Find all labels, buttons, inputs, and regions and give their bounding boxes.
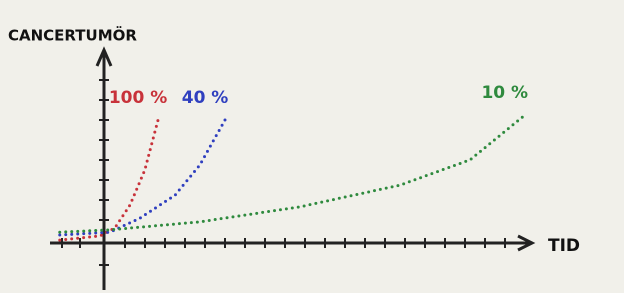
y-axis-label: CANCERTUMÖR — [8, 26, 137, 45]
series-label: 100 % — [109, 88, 167, 108]
x-axis-label: TID — [548, 236, 580, 256]
series-label: 40 % — [182, 88, 229, 108]
chart: CANCERTUMÖR TID 100 % 40 % 10 % — [0, 0, 624, 293]
series-label: 10 % — [481, 83, 528, 103]
